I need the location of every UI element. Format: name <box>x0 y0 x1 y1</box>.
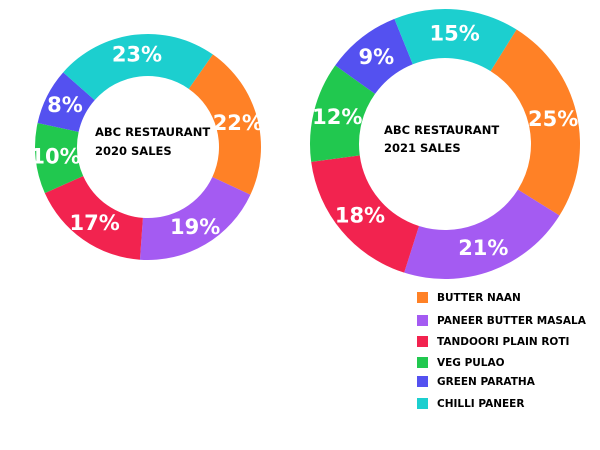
slice-percent-label: 18% <box>335 203 385 227</box>
legend-label: VEG PULAO <box>437 357 505 369</box>
donut-slice <box>404 189 560 279</box>
donut-slice <box>44 175 143 260</box>
slice-percent-label: 19% <box>170 215 220 239</box>
slice-percent-label: 9% <box>359 45 395 69</box>
donut-slice <box>37 72 95 132</box>
chart-title-line-2: 2021 SALES <box>384 141 461 155</box>
donut-slice <box>490 29 580 216</box>
slice-percent-label: 22% <box>213 111 263 135</box>
legend-label: BUTTER NAAN <box>437 292 521 304</box>
legend-swatch <box>417 292 428 303</box>
legend-swatch <box>417 376 428 387</box>
slice-percent-label: 15% <box>430 21 480 45</box>
slice-percent-label: 8% <box>47 93 83 117</box>
legend-label: TANDOORI PLAIN ROTI <box>437 336 569 348</box>
legend-swatch <box>417 315 428 326</box>
slice-percent-label: 12% <box>312 105 362 129</box>
donut-slice <box>335 18 413 94</box>
slice-percent-label: 23% <box>112 43 162 67</box>
legend-swatch <box>417 357 428 368</box>
legend-swatch <box>417 336 428 347</box>
legend-swatch <box>417 398 428 409</box>
slice-percent-label: 17% <box>70 211 120 235</box>
slice-percent-label: 25% <box>528 107 578 131</box>
legend: BUTTER NAAN PANEER BUTTER MASALA TANDOOR… <box>417 292 587 410</box>
donut-slice <box>310 65 376 162</box>
donut-slice <box>139 177 251 260</box>
chart-title-line-1: ABC RESTAURANT <box>384 123 499 137</box>
donut-slice <box>35 122 84 194</box>
chart-title-line-2: 2020 SALES <box>95 144 172 158</box>
donut-chart-2021: 25% 21% 18% 12% 9% 15% ABC RESTAURANT 2021 SA… <box>310 8 580 279</box>
legend-label: CHILLI PANEER <box>437 398 524 410</box>
slice-percent-label: 21% <box>458 236 508 260</box>
chart-title-line-1: ABC RESTAURANT <box>95 125 210 139</box>
donut-slice <box>311 155 419 273</box>
legend-label: PANEER BUTTER MASALA <box>437 315 587 327</box>
donut-slice <box>188 54 261 195</box>
donut-slice <box>394 8 517 72</box>
legend-label: GREEN PARATHA <box>437 376 536 388</box>
donut-chart-2020: 22% 19% 17% 10% 8% 23% ABC RESTAURANT 2020 SA… <box>30 34 263 260</box>
slice-percent-label: 10% <box>30 145 80 169</box>
donut-slice <box>63 34 213 101</box>
